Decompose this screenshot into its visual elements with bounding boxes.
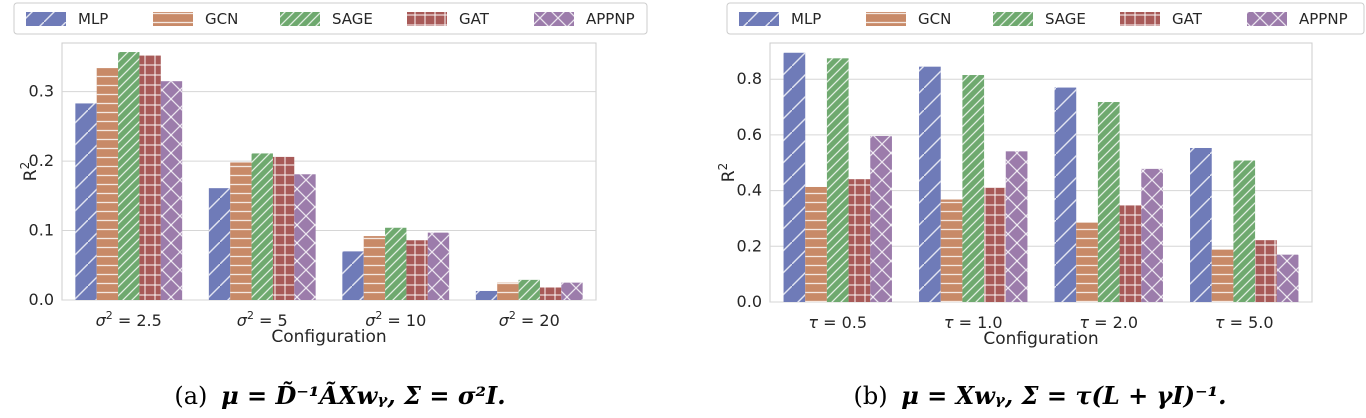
bar-sage-1 (826, 58, 849, 303)
y-tick-label: 0.0 (29, 290, 54, 309)
bar-appnp-1 (160, 81, 183, 301)
legend-item-gat: GAT (407, 10, 490, 28)
chart-b: 0.0 0.2 0.4 0.6 0.8 R2 τ = 0.5 τ = 1.0 τ = 2.0 τ … (716, 2, 1365, 349)
legend-item-appnp: APPNP (534, 10, 635, 28)
bar-appnp-1 (870, 136, 892, 302)
bar-sage-1 (118, 52, 140, 301)
bar-mlp-3 (1054, 87, 1077, 302)
y-tick-label: 0.3 (29, 82, 54, 101)
bar-gcn-3 (1076, 222, 1098, 302)
bar-gcn-1 (805, 186, 827, 302)
bar-gcn-3 (363, 236, 386, 300)
y-tick-label: 0.8 (737, 69, 762, 88)
bar-gat-2 (984, 187, 1006, 302)
x-tick-label: σ2 = 10 (365, 309, 426, 330)
legend-item-sage: SAGE (280, 10, 373, 28)
legend: MLP GCN SAGE GAT APPNP (726, 2, 1365, 35)
y-tick-label: 0.6 (737, 125, 762, 144)
legend-item-gcn: GCN (866, 10, 951, 28)
legend-label: GAT (459, 10, 490, 28)
legend-item-mlp: MLP (739, 10, 821, 28)
legend-item-gat: GAT (1120, 10, 1203, 28)
bar-gat-1 (848, 179, 871, 302)
caption-b-label: (b) (853, 382, 887, 410)
caption-a-math: μ = D̃⁻¹ÃXwᵧ, Σ = σ²I. (221, 381, 506, 410)
legend-label: APPNP (1299, 10, 1348, 28)
x-tick-label: σ2 = 2.5 (96, 309, 162, 330)
legend-label: GCN (205, 10, 238, 28)
legend-label: MLP (78, 10, 108, 28)
legend-item-mlp: MLP (26, 10, 108, 28)
x-tick-label: τ = 2.0 (1079, 313, 1138, 332)
y-axis-label: R2 (716, 163, 739, 182)
caption-b-math: μ = Xwᵧ, Σ = τ(L + γI)⁻¹. (901, 381, 1226, 410)
bar-gcn-1 (96, 68, 119, 300)
bar-sage-2 (962, 75, 985, 302)
legend-label: SAGE (1045, 10, 1086, 28)
bar-appnp-4 (561, 282, 583, 300)
legend-label: GCN (918, 10, 951, 28)
y-tick-label: 0.2 (29, 151, 54, 170)
bar-mlp-1 (783, 52, 806, 302)
bar-appnp-2 (1005, 151, 1028, 302)
bar-mlp-1 (75, 103, 97, 300)
x-tick-label: τ = 0.5 (808, 313, 867, 332)
legend-item-gcn: GCN (153, 10, 238, 28)
y-tick-label: 0.1 (29, 221, 54, 240)
caption-a-label: (a) (174, 382, 207, 410)
legend: MLP GCN SAGE GAT APPNP (13, 2, 648, 35)
bar-gat-1 (139, 55, 161, 300)
bar-gat-2 (272, 156, 295, 300)
bar-mlp-4 (475, 290, 498, 300)
bar-mlp-2 (919, 66, 941, 302)
legend-label: MLP (791, 10, 821, 28)
y-tick-label: 0.0 (737, 292, 762, 311)
x-tick-label: σ2 = 5 (237, 309, 288, 330)
y-tick-label: 0.4 (737, 181, 762, 200)
bar-gcn-4 (1211, 249, 1234, 302)
bar-mlp-3 (342, 251, 364, 300)
bar-sage-4 (1233, 160, 1256, 302)
bar-gcn-2 (230, 162, 252, 300)
x-axis-label: Configuration (983, 329, 1098, 349)
bar-appnp-4 (1276, 254, 1299, 302)
x-axis-label: Configuration (271, 327, 386, 347)
bar-gcn-2 (940, 199, 963, 302)
y-axis-label: R2 (18, 162, 41, 181)
legend-item-appnp: APPNP (1247, 10, 1348, 28)
bar-appnp-3 (1141, 168, 1163, 302)
legend-label: GAT (1172, 10, 1203, 28)
x-tick-label: τ = 1.0 (944, 313, 1003, 332)
bar-gat-4 (1255, 240, 1277, 302)
bar-appnp-3 (427, 232, 450, 300)
legend-box (726, 2, 1365, 35)
legend-label: APPNP (586, 10, 635, 28)
bar-sage-3 (385, 227, 407, 300)
bar-sage-2 (251, 153, 273, 300)
chart-a: 0.0 0.1 0.2 0.3 R2 σ2 = 2.5 σ2 = 5 σ2 = 10 σ2 = … (13, 2, 648, 347)
bar-mlp-2 (208, 188, 231, 300)
caption-a: (a) μ = D̃⁻¹ÃXwᵧ, Σ = σ²I. (174, 381, 505, 410)
x-tick-label: τ = 5.0 (1215, 313, 1274, 332)
bar-sage-3 (1097, 102, 1120, 302)
bar-appnp-2 (294, 174, 316, 300)
bar-mlp-4 (1190, 147, 1212, 302)
legend-item-sage: SAGE (993, 10, 1086, 28)
caption-b: (b) μ = Xwᵧ, Σ = τ(L + γI)⁻¹. (853, 381, 1226, 410)
bar-gcn-4 (497, 282, 519, 300)
legend-box (13, 2, 648, 35)
bar-gat-3 (1119, 205, 1142, 302)
bar-gat-4 (539, 287, 562, 300)
bar-gat-3 (406, 240, 428, 300)
bar-sage-4 (518, 279, 540, 300)
y-tick-label: 0.2 (737, 236, 762, 255)
legend-label: SAGE (332, 10, 373, 28)
x-tick-label: σ2 = 20 (499, 309, 560, 330)
